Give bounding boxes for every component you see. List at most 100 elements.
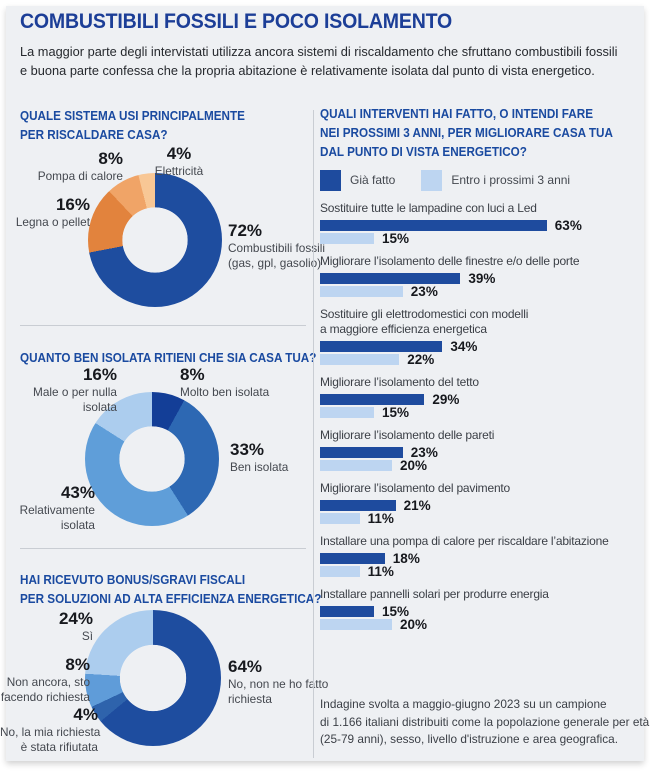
callout-label: No, la mia richiesta è stata rifiutata xyxy=(0,725,101,754)
legend-item: Entro i prossimi 3 anni xyxy=(421,169,571,191)
donut-callout: 16% Legna o pellet xyxy=(0,196,90,230)
bar-planned xyxy=(320,618,392,630)
donut-callout: 24% Sì xyxy=(0,610,93,644)
legend-label: Entro i prossimi 3 anni xyxy=(451,173,571,187)
donut-callout: 8% Pompa di calore xyxy=(10,150,123,184)
callout-value: 8% xyxy=(65,655,90,674)
donut-callout: 4% No, la mia richiesta è stata rifiutat… xyxy=(0,705,101,755)
callout-value: 4% xyxy=(73,705,98,724)
bar-row: Sostituire tutte le lampadine con luci a… xyxy=(320,201,646,246)
callout-label: Molto ben isolata xyxy=(180,385,270,399)
callout-label: Relativamente isolata xyxy=(19,503,95,532)
donut-callout: 72% Combustibili fossili (gas, gpl, gaso… xyxy=(228,222,360,271)
heading-interventions: QUALI INTERVENTI HAI FATTO, O INTENDI FA… xyxy=(320,106,613,159)
bar-row: Sostituire gli elettrodomestici con mode… xyxy=(320,307,646,367)
donut-callout: 4% Elettricità xyxy=(138,145,220,179)
bar-chart-rows: Sostituire tutte le lampadine con luci a… xyxy=(320,201,646,632)
bar-planned xyxy=(320,285,403,297)
bar-value: 15% xyxy=(382,404,410,420)
bar-done xyxy=(320,446,403,458)
column-divider xyxy=(313,110,314,758)
heading-insulation: QUANTO BEN ISOLATA RITIENI CHE SIA CASA … xyxy=(20,350,317,365)
bar-line: 11% xyxy=(320,510,646,526)
callout-value: 24% xyxy=(58,609,93,628)
bar-value: 22% xyxy=(407,351,435,367)
bar-value: 18% xyxy=(392,550,420,566)
donut-callout: 16% Male o per nulla isolata xyxy=(7,366,117,415)
bar-line: 39% xyxy=(320,270,646,286)
bar-line: 29% xyxy=(320,391,646,407)
bar-done xyxy=(320,219,547,231)
bar-line: 20% xyxy=(320,458,646,473)
bar-row: Installare una pompa di calore per risca… xyxy=(320,534,646,579)
bar-line: 11% xyxy=(320,563,646,579)
callout-value: 16% xyxy=(55,195,90,214)
page-title: COMBUSTIBILI FOSSILI E POCO ISOLAMENTO xyxy=(20,10,453,33)
bar-line: 20% xyxy=(320,617,646,632)
bar-row: Migliorare l’isolamento delle pareti 23% 2… xyxy=(320,428,646,473)
donut-callout: 33% Ben isolata xyxy=(230,441,340,475)
bar-line: 34% xyxy=(320,338,646,354)
bar-planned xyxy=(320,459,392,471)
bar-line: 22% xyxy=(320,351,646,367)
bar-value: 11% xyxy=(367,563,394,579)
bar-row-label: Sostituire gli elettrodomestici con mode… xyxy=(320,307,529,336)
donut-chart-insulation xyxy=(85,392,219,526)
bar-value: 23% xyxy=(410,283,438,299)
bar-value: 15% xyxy=(382,230,410,246)
page-subtitle: La maggior parte degli intervistati util… xyxy=(20,44,618,78)
bar-line: 21% xyxy=(320,497,646,513)
bar-done xyxy=(320,393,425,405)
survey-note: Indagine svolta a maggio-giugno 2023 su … xyxy=(320,697,650,746)
bar-row: Migliorare l’isolamento del tetto 29% 15% xyxy=(320,375,646,420)
bar-chart-section: Già fatto Entro i prossimi 3 anni Sostit… xyxy=(320,161,646,632)
callout-value: 4% xyxy=(166,144,192,163)
bar-value: 39% xyxy=(468,270,496,286)
bar-value: 23% xyxy=(410,444,438,460)
bar-value: 34% xyxy=(450,338,478,354)
bar-chart-legend: Già fatto Entro i prossimi 3 anni xyxy=(320,169,646,191)
callout-label: Combustibili fossili (gas, gpl, gasolio) xyxy=(228,241,326,270)
bar-done xyxy=(320,340,443,352)
bar-value: 15% xyxy=(382,603,410,619)
legend-item: Già fatto xyxy=(320,169,396,191)
bar-line: 18% xyxy=(320,550,646,566)
donut-callout: 64% No, non ne ho fatto richiesta xyxy=(228,658,363,707)
bar-line: 15% xyxy=(320,404,646,420)
callout-value: 33% xyxy=(230,440,265,459)
callout-label: Legna o pellet xyxy=(15,215,90,229)
callout-label: Elettricità xyxy=(154,164,204,178)
bar-value: 29% xyxy=(432,391,460,407)
donut-chart-bonus xyxy=(85,610,221,746)
bar-row: Migliorare l’isolamento del pavimento 21%… xyxy=(320,481,646,526)
bar-done xyxy=(320,499,396,511)
legend-swatch-planned xyxy=(421,169,443,191)
callout-label: Non ancora, sto facendo richiesta xyxy=(0,675,90,704)
bar-planned xyxy=(320,232,374,244)
legend-swatch-done xyxy=(320,169,341,191)
bar-value: 63% xyxy=(554,217,582,233)
heading-bonus: HAI RICEVUTO BONUS/SGRAVI FISCALI PER SO… xyxy=(20,572,322,606)
bar-value: 11% xyxy=(367,510,394,526)
callout-value: 72% xyxy=(228,221,263,240)
callout-value: 16% xyxy=(82,365,117,384)
section-divider xyxy=(20,548,306,549)
bar-planned xyxy=(320,565,360,577)
callout-value: 43% xyxy=(60,483,95,502)
donut-callout: 43% Relativamente isolata xyxy=(0,484,95,533)
bar-row-label: Migliorare l’isolamento del pavimento xyxy=(320,481,511,495)
bar-row: Installare pannelli solari per produrre … xyxy=(320,587,646,632)
bar-value: 21% xyxy=(403,497,431,513)
bar-row-label: Migliorare l’isolamento del tetto xyxy=(320,375,479,389)
bar-row-label: Installare una pompa di calore per risca… xyxy=(320,534,609,548)
bar-line: 23% xyxy=(320,283,646,299)
bar-row-label: Migliorare l’isolamento delle finestre e… xyxy=(320,254,580,268)
bar-row: Migliorare l’isolamento delle finestre e… xyxy=(320,254,646,299)
callout-label: No, non ne ho fatto richiesta xyxy=(228,677,329,706)
legend-label: Già fatto xyxy=(350,173,396,187)
callout-label: Male o per nulla isolata xyxy=(33,385,117,414)
bar-row-label: Sostituire tutte le lampadine con luci a… xyxy=(320,201,537,215)
bar-planned xyxy=(320,353,400,365)
callout-value: 8% xyxy=(98,149,123,168)
bar-planned xyxy=(320,512,360,524)
